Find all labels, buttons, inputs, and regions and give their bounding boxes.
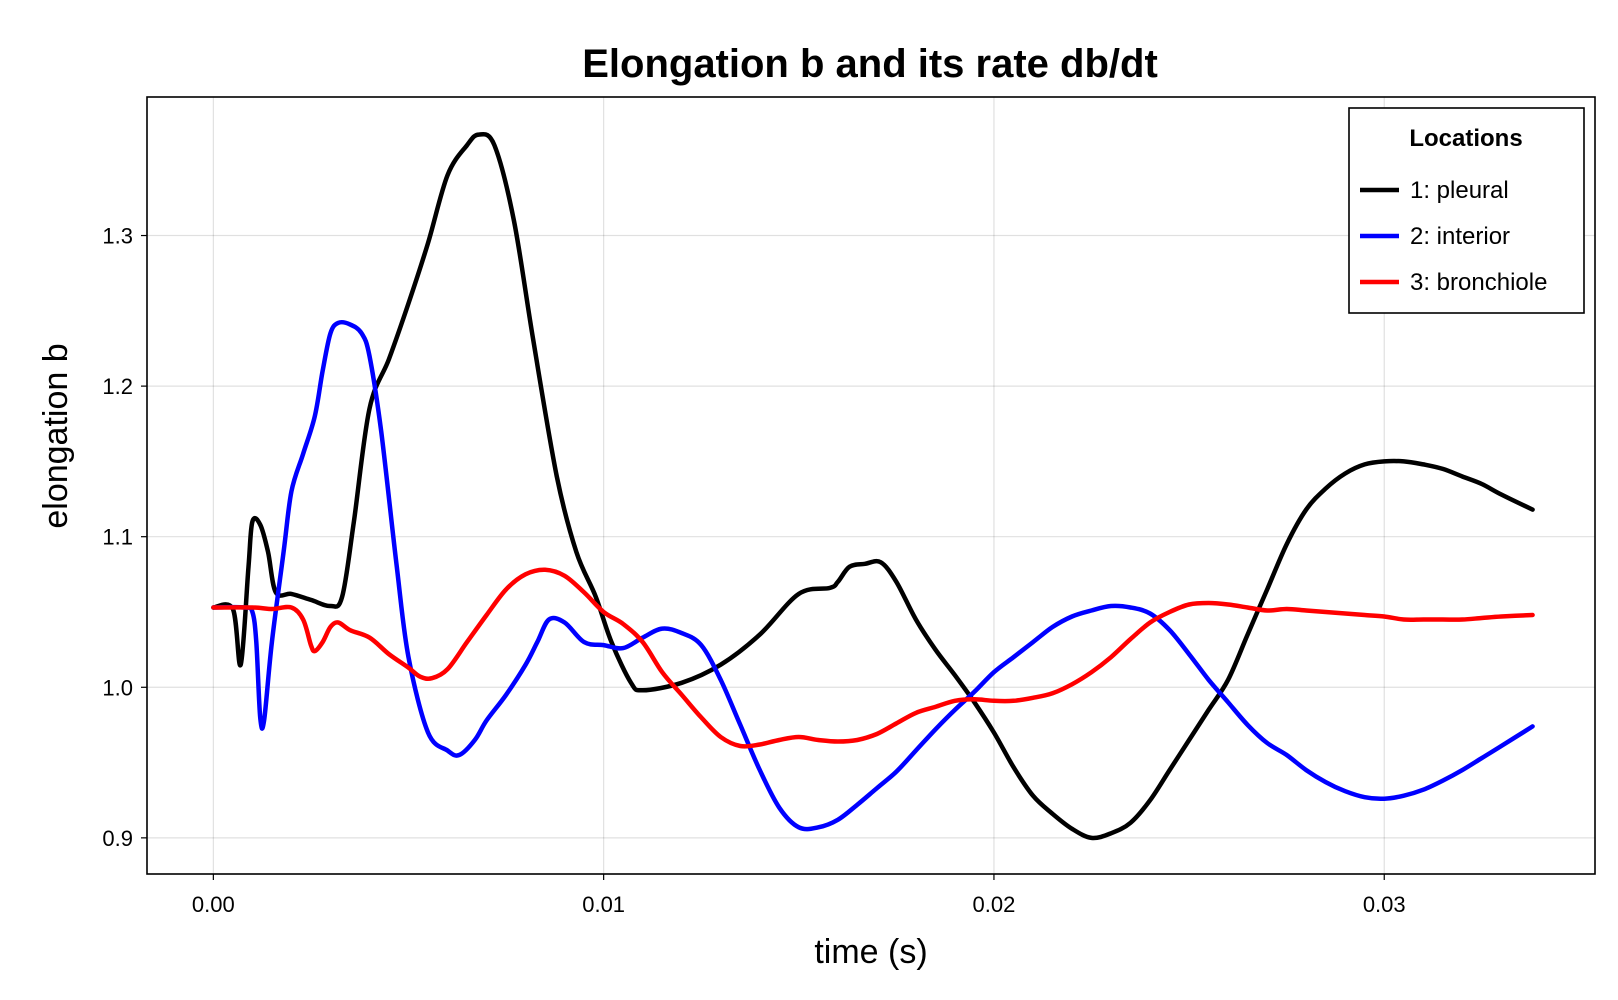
legend-box (1348, 107, 1585, 314)
x-tick-label: 0.00 (192, 892, 235, 917)
x-tick-label: 0.01 (582, 892, 625, 917)
axis-ticks: 0.00 0.01 0.02 0.03 0.9 1.0 1.1 1.2 1.3 (102, 224, 1405, 917)
x-axis-label: time (s) (814, 933, 927, 971)
plot-frame (146, 96, 1596, 875)
legend-label: 2: interior (1410, 223, 1510, 250)
y-tick-label: 1.2 (102, 374, 133, 399)
y-tick-label: 1.0 (102, 675, 133, 700)
legend-label: 1: pleural (1410, 177, 1509, 204)
y-tick-label: 0.9 (102, 826, 133, 851)
x-tick-label: 0.03 (1363, 892, 1406, 917)
x-tick-label: 0.02 (973, 892, 1016, 917)
legend-entry-3-bronchiole: 3: bronchiole (1360, 269, 1547, 296)
legend: Locations 1: pleural 2: interior 3: bronch… (1348, 107, 1585, 314)
legend-entries: 1: pleural 2: interior 3: bronchiole (1360, 177, 1547, 296)
legend-label: 3: bronchiole (1410, 269, 1547, 296)
chart-title: Elongation b and its rate db/dt (582, 42, 1158, 86)
series-line-2-interior (211, 319, 1535, 832)
series-lines (211, 131, 1535, 841)
legend-entry-2-interior: 2: interior (1360, 223, 1510, 250)
y-tick-label: 1.3 (102, 224, 133, 249)
legend-title: Locations (1409, 125, 1522, 152)
legend-entry-1-pleural: 1: pleural (1360, 177, 1509, 204)
y-axis-label: elongation b (37, 343, 75, 528)
series-line-1-pleural (211, 131, 1535, 841)
series-line-3-bronchiole (211, 567, 1535, 749)
y-tick-label: 1.1 (102, 525, 133, 550)
